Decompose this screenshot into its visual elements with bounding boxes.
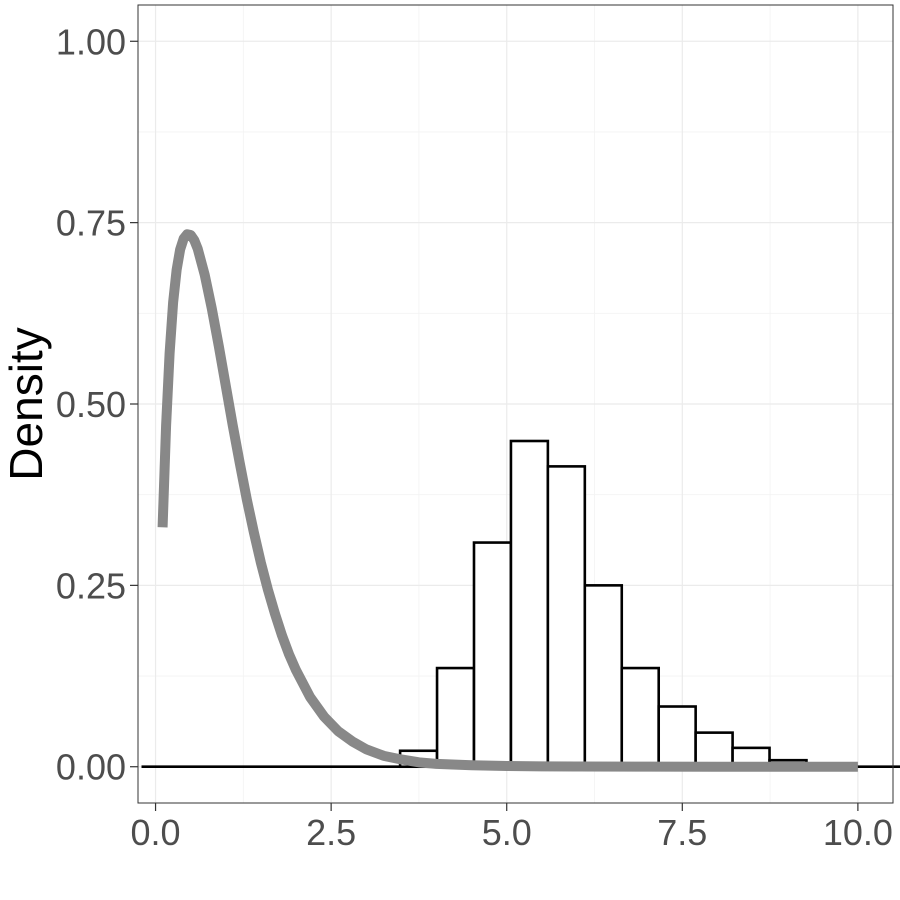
histogram-bar xyxy=(694,731,734,769)
x-tick-label: 0.0 xyxy=(131,812,181,853)
y-tick-label: 0.00 xyxy=(56,747,126,788)
y-tick-label: 0.25 xyxy=(56,565,126,606)
histogram-bar xyxy=(435,666,476,769)
density-curve xyxy=(157,229,858,772)
x-tick-label: 2.5 xyxy=(306,812,356,853)
x-tick-label: 10.0 xyxy=(823,812,893,853)
histogram-bar xyxy=(583,584,624,769)
y-tick-label: 0.50 xyxy=(56,384,126,425)
x-tick-label: 5.0 xyxy=(482,812,532,853)
y-axis-title: Density xyxy=(0,327,52,480)
x-axis: 0.0 2.5 5.0 7.5 10.0 xyxy=(131,803,893,853)
x-tick-label: 7.5 xyxy=(657,812,707,853)
histogram-bar xyxy=(546,465,587,769)
y-tick-label: 1.00 xyxy=(56,21,126,62)
histogram-bar xyxy=(509,439,550,769)
y-tick-label: 0.75 xyxy=(56,203,126,244)
histogram-bar xyxy=(472,541,513,769)
density-curve-layer xyxy=(157,229,858,772)
y-axis: 0.00 0.25 0.50 0.75 1.00 xyxy=(56,21,138,788)
histogram-bar xyxy=(620,666,661,769)
histogram-bar xyxy=(657,705,697,769)
